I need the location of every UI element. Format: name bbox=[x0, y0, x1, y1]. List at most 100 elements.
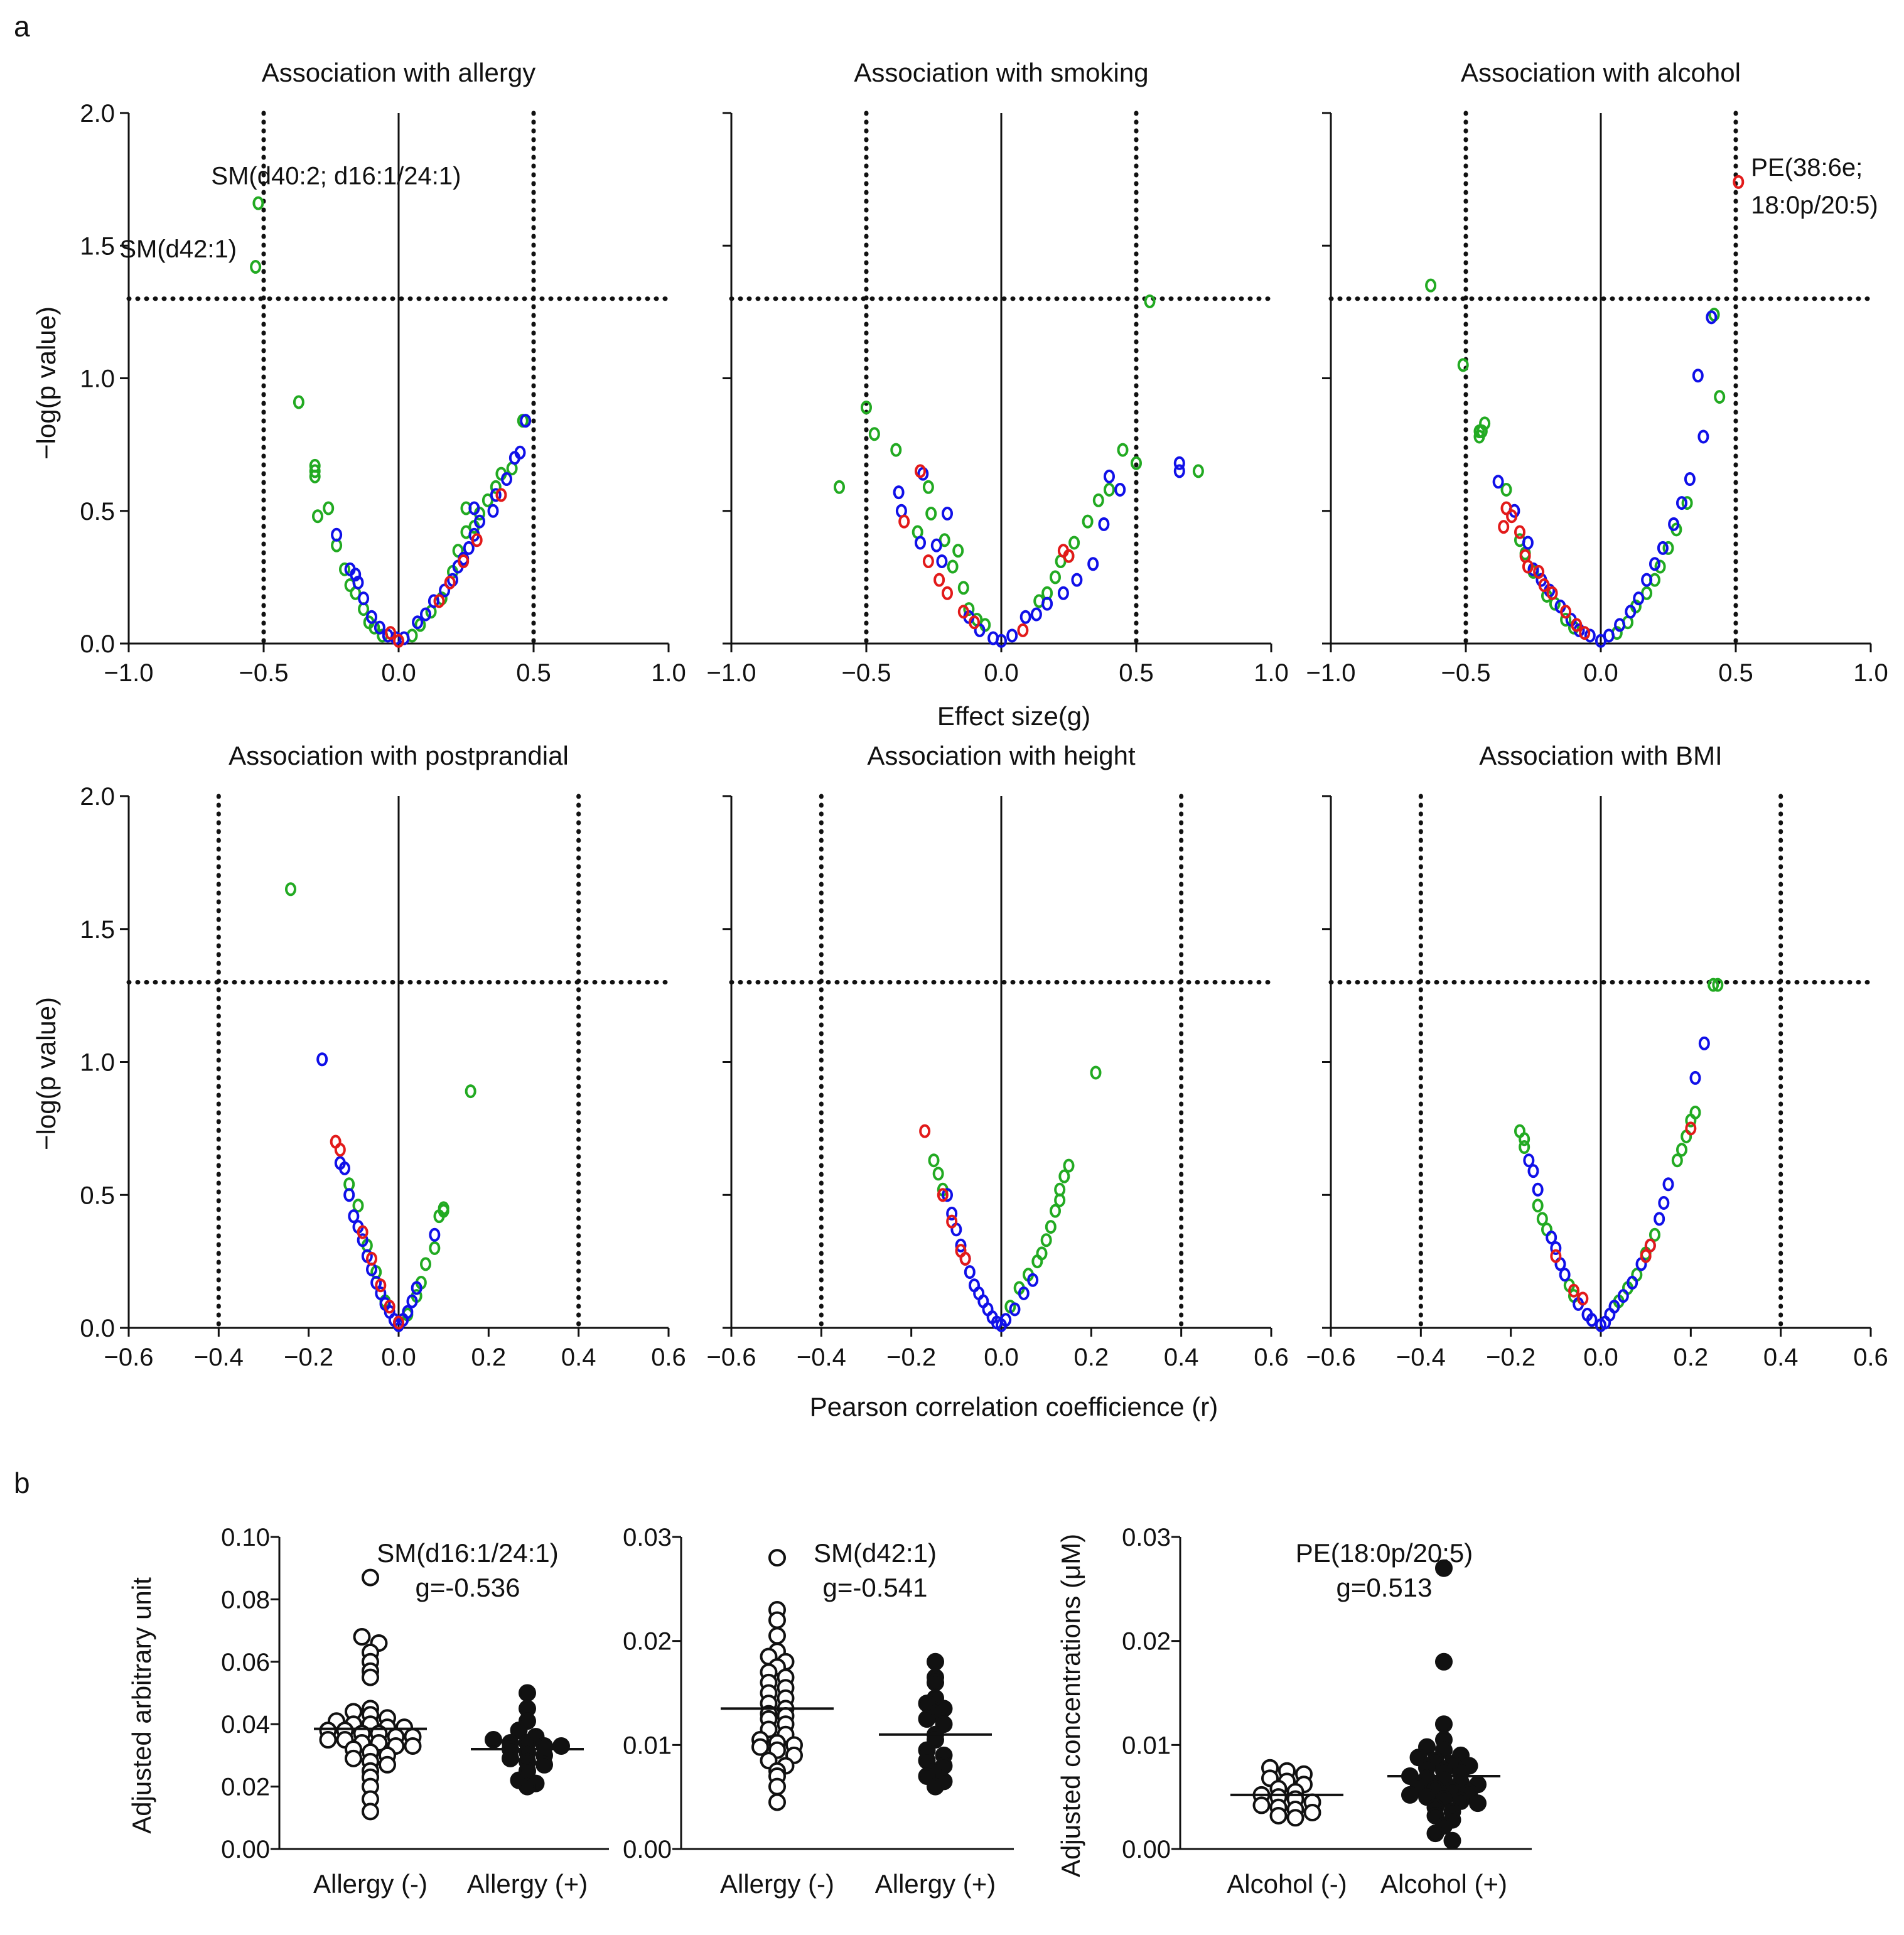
y-tick-label: 0.0 bbox=[80, 1315, 115, 1342]
dot-plot-3: 0.00 0.01 0.02 0.03 Adjusted concentrations … bbox=[1056, 1524, 1532, 1899]
blue-lipid-point bbox=[1550, 1241, 1562, 1255]
y-tick-label: 1.5 bbox=[80, 232, 115, 260]
green-lipid-point bbox=[1040, 1233, 1052, 1248]
sample-dot bbox=[519, 1777, 536, 1796]
lipid-annotation: SM(d40:2; d16:1/24:1) bbox=[211, 163, 461, 190]
blue-lipid-point bbox=[1689, 1070, 1701, 1085]
green-lipid-point bbox=[1131, 456, 1142, 470]
red-lipid-point bbox=[366, 1251, 377, 1266]
blue-lipid-point bbox=[1608, 1300, 1620, 1314]
green-lipid-point bbox=[928, 1153, 940, 1168]
sample-dot bbox=[1286, 1809, 1304, 1827]
red-lipid-point bbox=[1644, 1238, 1656, 1253]
sample-dot bbox=[379, 1755, 396, 1774]
red-lipid-point bbox=[969, 615, 980, 630]
blue-lipid-point bbox=[1532, 1182, 1544, 1197]
dot-plot-1: 0.00 0.02 0.04 0.06 0.08 0.10 Adjusted arbitra… bbox=[127, 1524, 609, 1899]
green-lipid-point bbox=[890, 443, 902, 457]
green-lipid-point bbox=[1681, 496, 1693, 510]
green-lipid-point bbox=[834, 480, 845, 494]
sample-dot bbox=[751, 1738, 769, 1756]
lipid-annotation: PE(38:6e; bbox=[1751, 154, 1863, 181]
blue-lipid-point bbox=[915, 536, 926, 550]
blue-lipid-point bbox=[1019, 610, 1031, 624]
green-lipid-point bbox=[1068, 536, 1080, 550]
plot-title: Association with BMI bbox=[1479, 741, 1722, 770]
red-lipid-point bbox=[1685, 1121, 1697, 1136]
y-tick-label: 2.0 bbox=[80, 100, 115, 127]
blue-lipid-point bbox=[468, 501, 480, 515]
red-lipid-point bbox=[1506, 509, 1518, 524]
green-lipid-point bbox=[1054, 1193, 1066, 1207]
x-tick-label: −0.5 bbox=[842, 659, 891, 687]
green-lipid-point bbox=[1500, 482, 1512, 497]
green-lipid-point bbox=[1479, 416, 1491, 431]
sample-dot bbox=[768, 1777, 786, 1796]
blue-lipid-point bbox=[490, 488, 502, 502]
volcano-plot-5: Association with height −0.6 −0.4 −0.2 0.0 0.… bbox=[707, 741, 1289, 1371]
y-tick-label: 1.5 bbox=[80, 916, 115, 944]
red-lipid-point bbox=[471, 533, 483, 547]
green-lipid-point bbox=[1714, 390, 1726, 404]
sample-dot bbox=[362, 1668, 379, 1686]
x-tick-label: 0.6 bbox=[1853, 1344, 1888, 1371]
sample-dot bbox=[1401, 1786, 1419, 1804]
sample-dot bbox=[485, 1731, 502, 1749]
y-tick-label: 0.04 bbox=[221, 1711, 270, 1738]
x-tick-label: −0.4 bbox=[1396, 1344, 1446, 1371]
plot-title: Association with smoking bbox=[854, 58, 1148, 87]
green-lipid-point bbox=[339, 562, 350, 576]
y-tick-label: 0.0 bbox=[80, 630, 115, 658]
x-tick-label: −0.6 bbox=[1306, 1344, 1356, 1371]
blue-lipid-point bbox=[1527, 1164, 1539, 1178]
y-tick-label: 1.0 bbox=[80, 365, 115, 393]
y-tick-label: 2.0 bbox=[80, 783, 115, 811]
red-lipid-point bbox=[1733, 175, 1745, 189]
blue-lipid-point bbox=[1071, 573, 1083, 587]
y-tick-label: 0.01 bbox=[1122, 1732, 1171, 1759]
blue-lipid-point bbox=[1584, 628, 1596, 643]
green-lipid-point bbox=[1654, 559, 1666, 574]
green-lipid-point bbox=[1031, 1254, 1043, 1269]
x-tick-label: 0.0 bbox=[381, 1344, 416, 1371]
green-lipid-point bbox=[932, 1167, 944, 1181]
red-lipid-point bbox=[919, 1124, 931, 1138]
sample-dot bbox=[353, 1628, 371, 1646]
green-lipid-point bbox=[1090, 1065, 1102, 1080]
x-tick-label: 0.0 bbox=[984, 659, 1019, 687]
red-lipid-point bbox=[959, 1251, 971, 1266]
x-tick-label: 0.2 bbox=[1074, 1344, 1109, 1371]
blue-lipid-point bbox=[1625, 605, 1637, 619]
red-lipid-point bbox=[385, 626, 397, 640]
blue-lipid-point bbox=[1595, 633, 1606, 648]
blue-lipid-point bbox=[439, 583, 451, 598]
blue-lipid-point bbox=[1586, 1313, 1598, 1327]
red-lipid-point bbox=[1500, 501, 1512, 515]
green-lipid-point bbox=[1649, 1227, 1660, 1242]
sample-dot bbox=[1303, 1804, 1321, 1822]
dot-plots: 0.00 0.02 0.04 0.06 0.08 0.10 Adjusted arbitra… bbox=[127, 1524, 1532, 1899]
green-lipid-point bbox=[452, 544, 464, 558]
sample-dot bbox=[1435, 1559, 1453, 1577]
y-axis-title-bottom: −log(p value) bbox=[31, 997, 61, 1150]
red-lipid-point bbox=[1571, 618, 1583, 632]
bottom-x-axis-title: Pearson correlation coefficience (r) bbox=[810, 1392, 1218, 1421]
green-lipid-point bbox=[323, 501, 335, 515]
y-tick-label: 0.03 bbox=[623, 1524, 672, 1551]
blue-lipid-point bbox=[1627, 1276, 1638, 1290]
blue-lipid-point bbox=[1641, 573, 1653, 587]
blue-lipid-point bbox=[463, 541, 475, 555]
blue-lipid-point bbox=[1098, 517, 1110, 531]
green-lipid-point bbox=[312, 509, 323, 524]
green-lipid-point bbox=[1457, 358, 1469, 372]
panel-label-b: b bbox=[14, 1467, 30, 1499]
green-lipid-point bbox=[1045, 1220, 1057, 1234]
x-tick-label: 0.0 bbox=[1583, 1344, 1618, 1371]
y-tick-label: 0.00 bbox=[623, 1836, 672, 1863]
green-lipid-point bbox=[1104, 482, 1115, 497]
blue-lipid-point bbox=[964, 1265, 976, 1280]
green-lipid-point bbox=[952, 544, 964, 558]
red-lipid-point bbox=[433, 594, 445, 608]
red-lipid-point bbox=[357, 1225, 368, 1239]
